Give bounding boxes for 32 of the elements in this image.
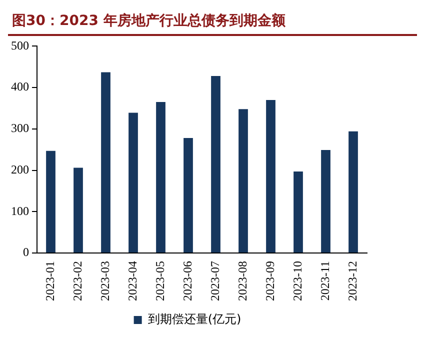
y-tick-label: 100	[11, 204, 29, 218]
x-tick-label: 2023-11	[318, 261, 332, 301]
bar	[156, 102, 166, 253]
x-tick-label: 2023-12	[345, 261, 360, 302]
y-tick-label: 500	[11, 38, 29, 52]
x-tick-label: 2023-07	[208, 261, 222, 302]
legend-label: 到期偿还量(亿元)	[148, 312, 242, 326]
y-tick-label: 200	[11, 162, 29, 176]
x-tick-label: 2023-03	[98, 261, 112, 302]
bar	[101, 72, 110, 253]
bar	[294, 172, 303, 253]
x-tick-label: 2023-06	[180, 261, 194, 302]
bar	[266, 100, 276, 253]
x-tick-label: 2023-04	[125, 261, 140, 302]
x-tick-label: 2023-08	[235, 261, 250, 302]
y-tick-label: 300	[11, 121, 29, 136]
bar	[74, 168, 83, 253]
bar	[348, 131, 358, 253]
bar	[46, 150, 56, 253]
x-tick-label: 2023-02	[70, 261, 84, 302]
bar	[184, 138, 193, 253]
chart-title: 图30：2023 年房地产行业总债务到期金额	[8, 8, 417, 36]
y-tick-label: 400	[11, 80, 29, 94]
y-tick-label: 0	[23, 245, 29, 260]
x-tick-label: 2023-10	[290, 261, 304, 302]
x-tick-label: 2023-05	[152, 261, 167, 302]
x-tick-label: 2023-09	[262, 261, 277, 302]
bar	[238, 109, 248, 253]
x-tick-label: 2023-01	[42, 261, 57, 302]
bar	[211, 76, 220, 253]
bar	[321, 150, 330, 253]
bar	[128, 112, 138, 253]
